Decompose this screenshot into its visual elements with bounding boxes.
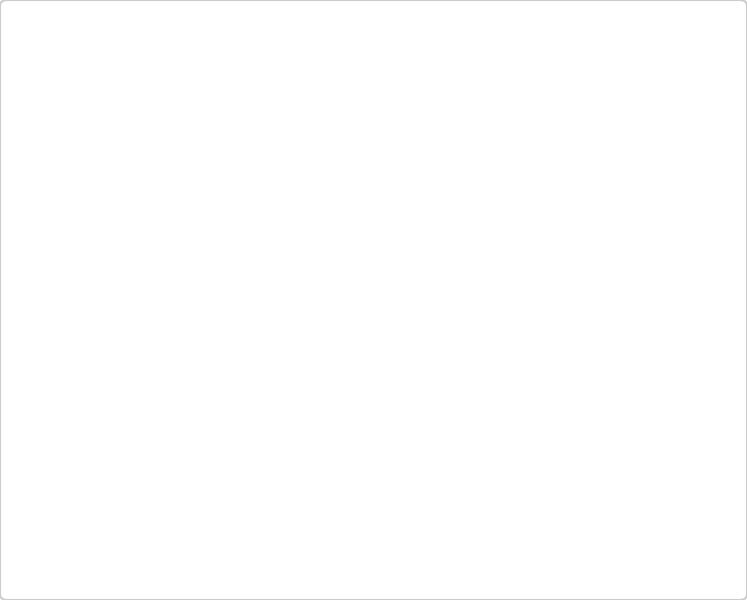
Text: run average cost curve (LRAC), is represented by: run average cost curve (LRAC), is repres… bbox=[29, 548, 385, 562]
Text: Supply Curve(LRMC): Supply Curve(LRMC) bbox=[419, 34, 576, 49]
Text: O: O bbox=[83, 394, 97, 412]
Text: long run supply curve of a firm, which is based on: long run supply curve of a firm, which i… bbox=[29, 493, 388, 506]
Text: Output: Output bbox=[668, 400, 725, 418]
Text: the bold line.: the bold line. bbox=[29, 575, 123, 590]
Polygon shape bbox=[15, 301, 223, 420]
Text: Price,
costs: Price, costs bbox=[25, 38, 65, 71]
Text: its long run marginal cost curve (LRMC) and long: its long run marginal cost curve (LRMC) … bbox=[29, 520, 386, 535]
Text: Figure:: Figure: bbox=[29, 434, 90, 449]
Text: The Long Run Supply Curve of a Firm. The: The Long Run Supply Curve of a Firm. The bbox=[29, 464, 337, 479]
Text: LRAC: LRAC bbox=[667, 134, 706, 149]
